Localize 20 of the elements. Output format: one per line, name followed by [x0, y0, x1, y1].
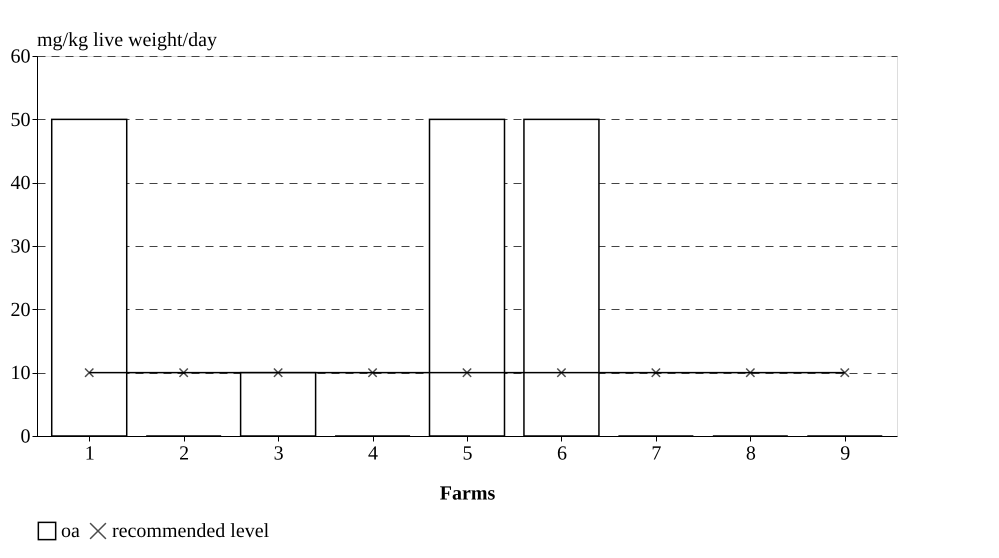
x-axis-title: Farms	[440, 482, 496, 504]
x-tick-label: 8	[746, 442, 756, 464]
x-tick-label: 6	[556, 442, 567, 464]
x-tick-label: 3	[274, 442, 284, 464]
x-tick-label: 7	[651, 442, 662, 464]
y-tick-label: 0	[20, 426, 30, 448]
x-tick-label: 2	[179, 442, 190, 464]
y-axis-title: mg/kg live weight/day	[37, 29, 217, 51]
x-tick-label: 1	[84, 442, 95, 464]
y-tick-label: 10	[10, 362, 30, 384]
x-tick-label: 9	[840, 442, 850, 464]
legend-label: recommended level	[112, 520, 270, 542]
y-tick-label: 60	[10, 46, 30, 68]
y-tick-label: 50	[10, 108, 30, 131]
x-tick-label: 4	[368, 442, 378, 464]
y-tick-label: 30	[10, 236, 30, 258]
x-tick-label: 5	[462, 442, 472, 464]
legend-label: oa	[61, 520, 80, 542]
y-tick-label: 40	[10, 172, 30, 194]
y-tick-label: 20	[10, 298, 30, 321]
